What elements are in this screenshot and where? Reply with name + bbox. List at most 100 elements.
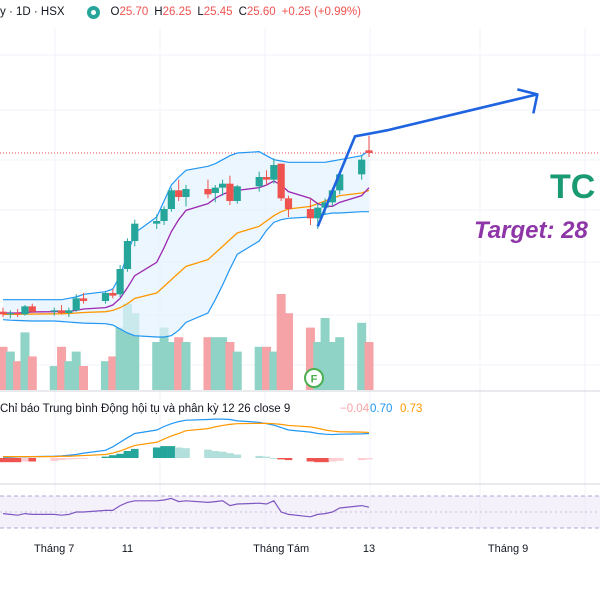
macd-line-value: 0.70	[370, 403, 392, 415]
candle-body	[358, 159, 366, 175]
volume-bar	[159, 327, 169, 390]
rsi-pane	[0, 495, 600, 529]
macd-histogram-bar	[262, 456, 271, 458]
ohlc-header: y · 1D · HSX O25.70 H26.25 L25.45 C25.60…	[0, 0, 600, 24]
candle-body	[109, 293, 117, 296]
bollinger-fill	[3, 150, 369, 337]
macd-signal-line	[3, 422, 370, 458]
ticker-label: TC	[550, 168, 595, 206]
candle-body	[284, 198, 293, 209]
macd-histogram-bar	[0, 458, 7, 463]
high-value: H26.25	[154, 6, 192, 18]
candle-body	[255, 177, 263, 187]
macd-histogram-bar	[21, 458, 29, 462]
open-value: O25.70	[110, 6, 149, 18]
change-value: +0.25 (+0.99%)	[281, 6, 361, 18]
candle-body	[116, 269, 124, 295]
candle-body	[101, 293, 110, 301]
candle-body	[270, 165, 278, 180]
volume-bar	[262, 346, 272, 390]
macd-histogram-bar	[365, 458, 373, 460]
macd-histogram-bar	[101, 456, 110, 458]
macd-histogram-bar	[160, 446, 168, 458]
visibility-eye-icon[interactable]	[86, 5, 100, 19]
low-value: L25.45	[197, 6, 233, 18]
volume-bar	[166, 342, 176, 390]
macd-histogram-bar	[335, 458, 344, 461]
macd-legend-title: Chỉ báo Trung bình Động hội tụ và phân k…	[0, 403, 290, 415]
macd-histogram-bar	[72, 458, 80, 460]
candle-body	[6, 313, 14, 315]
candle-body	[123, 241, 132, 269]
candle-body	[79, 298, 88, 301]
target-arrow	[316, 88, 539, 227]
candle-body	[21, 306, 29, 315]
volume-bar	[313, 342, 323, 390]
volume-bar	[269, 351, 279, 390]
volume-bar	[218, 337, 228, 390]
volume-bar	[210, 337, 220, 390]
volume-bar	[71, 351, 81, 390]
earnings-marker[interactable]: F	[304, 368, 324, 388]
volume-bar	[254, 346, 264, 390]
volume-bar	[305, 327, 315, 390]
volume-bar	[276, 294, 286, 390]
volume-bar	[130, 313, 140, 390]
macd-histogram-bar	[255, 455, 263, 458]
volume-bar	[79, 366, 89, 390]
candle-body	[50, 310, 58, 312]
candle-body	[131, 223, 139, 241]
x-tick-label: Tháng 9	[488, 543, 528, 555]
candle-body	[219, 183, 227, 188]
volume-bar	[108, 356, 118, 390]
macd-histogram-bar	[79, 458, 88, 459]
macd-histogram-bar	[182, 448, 190, 458]
macd-histogram-bar	[306, 458, 315, 462]
candle-body	[57, 310, 66, 313]
macd-histogram-bar	[270, 458, 278, 459]
candle-body	[365, 150, 373, 153]
x-tick-label: 11	[122, 543, 133, 555]
macd-histogram-bar	[57, 458, 66, 461]
candle-body	[167, 190, 175, 209]
macd-histogram-bar	[152, 447, 161, 458]
earnings-marker-label: F	[311, 374, 318, 386]
volume-bar	[0, 346, 8, 390]
candle-body	[0, 311, 7, 315]
macd-histogram-bar	[218, 451, 227, 458]
target-arrow-line	[316, 93, 538, 227]
macd-signal-value: 0.73	[400, 403, 422, 415]
volume-bar	[13, 361, 23, 390]
volume-bar	[115, 327, 125, 390]
volume-bar	[327, 342, 337, 390]
volume-bar	[364, 342, 374, 390]
macd-histogram-bar	[313, 458, 322, 463]
close-value: C25.60	[238, 6, 276, 18]
bollinger-bands	[2, 149, 370, 338]
candle-body	[153, 221, 161, 224]
candle-body	[72, 298, 80, 311]
candle-body	[321, 202, 329, 208]
candle-body	[226, 183, 234, 201]
candle-body	[211, 187, 219, 193]
volume-bar	[20, 332, 30, 390]
target-arrow-head	[517, 88, 539, 114]
macd-histogram-bar	[204, 449, 212, 458]
candle-body	[14, 313, 22, 315]
volume-bar	[57, 346, 67, 390]
volume-bar	[283, 313, 293, 390]
candle-body	[262, 177, 271, 180]
volume-bar	[225, 342, 235, 390]
rsi-line	[2, 497, 370, 518]
candle-body	[160, 209, 168, 221]
symbol-info: y · 1D · HSX	[0, 6, 65, 18]
macd-histogram-bar	[50, 458, 59, 462]
macd-histogram-bar	[233, 454, 242, 458]
candle-body	[204, 189, 212, 195]
volume-bar	[357, 322, 367, 390]
candle-body	[175, 190, 183, 197]
macd-histogram-bar	[6, 458, 15, 463]
candle-body	[328, 190, 336, 203]
